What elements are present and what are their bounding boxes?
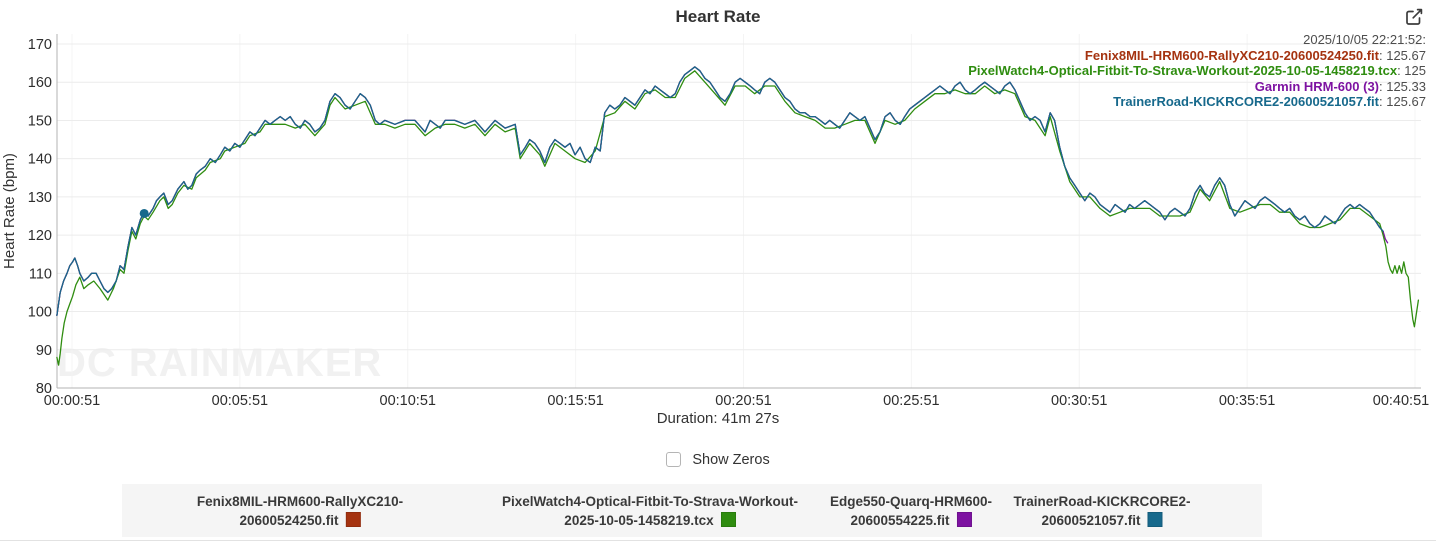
y-tick-label: 90 (36, 343, 52, 359)
hover-series-name: PixelWatch4-Optical-Fitbit-To-Strava-Wor… (968, 63, 1398, 78)
edit-popout-icon[interactable] (1404, 7, 1424, 27)
x-tick-label: 00:40:51 (1373, 393, 1429, 409)
show-zeros-control[interactable]: Show Zeros (0, 452, 1436, 468)
y-tick-label: 80 (36, 381, 52, 397)
y-axis-title: Heart Rate (bpm) (1, 153, 18, 269)
series-legend-bar: Fenix8MIL-HRM600-RallyXC210- 20600524250.… (122, 484, 1262, 537)
legend-color-swatch (956, 512, 972, 527)
legend-item[interactable]: Edge550-Quarq-HRM600- 20600554225.fit (830, 492, 992, 530)
legend-item-line1: PixelWatch4-Optical-Fitbit-To-Strava-Wor… (501, 494, 799, 509)
hover-point-dot (139, 208, 149, 218)
y-tick-label: 120 (28, 228, 52, 244)
show-zeros-checkbox[interactable] (666, 452, 682, 467)
legend-item-line2: 20600521057.fit (1013, 511, 1190, 530)
heart-rate-chart[interactable]: 00:00:51 00:05:51 00:10:51 00:15:51 00:20:51… (0, 0, 1436, 430)
bottom-divider (0, 540, 1436, 541)
y-tick-label: 160 (28, 75, 52, 91)
hover-reading: Garmin HRM-600 (3): 125.33 (1254, 78, 1426, 94)
legend-color-swatch (345, 512, 361, 527)
hover-datetime: 2025/10/05 22:21:52: (1303, 32, 1426, 47)
x-tick-label: 00:30:51 (1051, 393, 1107, 409)
y-tick-label: 170 (28, 37, 52, 53)
y-tick-label: 150 (28, 113, 52, 129)
legend-item-line1: TrainerRoad-KICKRCORE2- (1013, 494, 1191, 509)
legend-color-swatch (720, 512, 736, 527)
legend-item[interactable]: PixelWatch4-Optical-Fitbit-To-Strava-Wor… (502, 492, 798, 530)
x-axis-label: Duration: 41m 27s (656, 410, 780, 427)
hover-tooltip: 2025/10/05 22:21:52: Fenix8MIL-HRM600-Ral… (968, 32, 1426, 110)
legend-item[interactable]: TrainerRoad-KICKRCORE2- 20600521057.fit (1013, 492, 1190, 530)
hover-reading: Fenix8MIL-HRM600-RallyXC210-20600524250.… (1084, 47, 1426, 63)
hover-series-name: TrainerRoad-KICKRCORE2-20600521057.fit (1113, 94, 1379, 109)
x-tick-label: 00:20:51 (715, 393, 771, 409)
legend-item-line2: 20600554225.fit (830, 511, 992, 530)
series-line (56, 70, 1420, 366)
hover-reading: PixelWatch4-Optical-Fitbit-To-Strava-Wor… (968, 63, 1426, 78)
legend-item-line1: Fenix8MIL-HRM600-RallyXC210- (196, 494, 404, 509)
y-tick-label: 140 (28, 152, 52, 168)
x-tick-label: 00:25:51 (883, 393, 939, 409)
x-tick-label: 00:10:51 (380, 393, 436, 409)
x-tick-label: 00:00:51 (44, 393, 100, 409)
hover-reading: TrainerRoad-KICKRCORE2-20600521057.fit: … (1113, 94, 1426, 109)
legend-item-line1: Edge550-Quarq-HRM600- (829, 494, 993, 509)
y-tick-label: 110 (29, 266, 52, 282)
dc-rainmaker-watermark: DC RAINMAKER (57, 341, 383, 385)
legend-color-swatch (1147, 512, 1163, 527)
legend-item-line2: 20600524250.fit (197, 511, 403, 530)
x-tick-label: 00:15:51 (547, 393, 603, 409)
y-tick-label: 100 (28, 305, 52, 321)
hover-series-name: Fenix8MIL-HRM600-RallyXC210-20600524250.… (1084, 47, 1379, 63)
legend-item-line2: 2025-10-05-1458219.tcx (502, 511, 798, 530)
x-tick-label: 00:05:51 (212, 393, 268, 409)
y-tick-label: 130 (28, 190, 52, 206)
chart-title: Heart Rate (675, 7, 761, 26)
legend-item[interactable]: Fenix8MIL-HRM600-RallyXC210- 20600524250.… (197, 492, 403, 530)
show-zeros-label[interactable]: Show Zeros (666, 452, 770, 468)
series-line (56, 66, 1384, 317)
hover-series-name: Garmin HRM-600 (3) (1254, 78, 1379, 94)
x-tick-label: 00:35:51 (1219, 393, 1275, 409)
